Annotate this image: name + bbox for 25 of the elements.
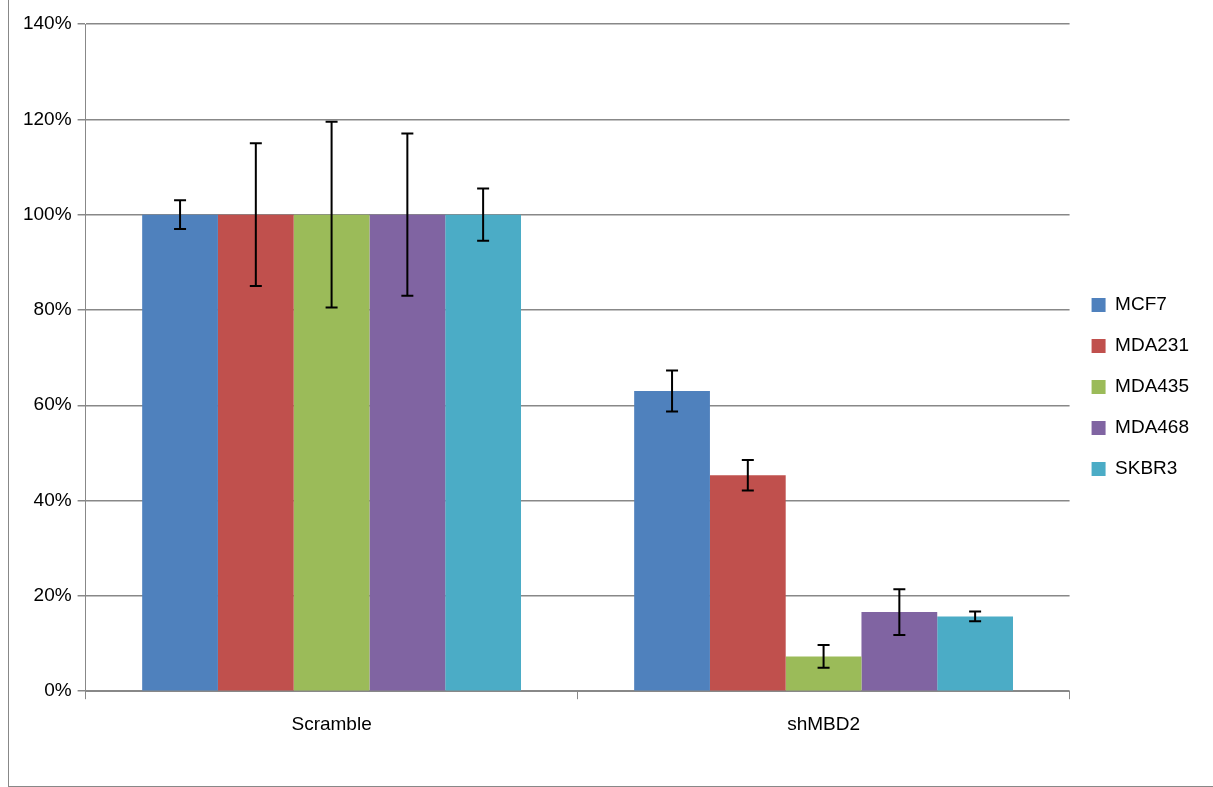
bar xyxy=(785,656,862,691)
bar xyxy=(142,214,218,691)
bar xyxy=(293,214,370,691)
y-tick-label: 100% xyxy=(22,202,72,224)
y-tick-label: 20% xyxy=(33,584,72,606)
y-tick-label: 80% xyxy=(33,298,72,320)
legend-label: MCF7 xyxy=(1115,293,1167,315)
y-tick-label: 140% xyxy=(22,12,72,34)
legend-label: SKBR3 xyxy=(1115,457,1178,479)
x-tick-label: Scramble xyxy=(291,712,372,734)
legend-label: MDA231 xyxy=(1115,334,1189,356)
legend-label: MDA435 xyxy=(1115,375,1189,397)
y-tick-label: 40% xyxy=(33,488,72,510)
bar xyxy=(217,214,294,691)
bar xyxy=(937,616,1013,691)
y-tick-label: 0% xyxy=(44,679,72,701)
bar xyxy=(445,214,522,691)
y-tick-label: 120% xyxy=(22,107,72,129)
bar xyxy=(634,390,710,691)
bar xyxy=(861,612,938,691)
x-tick-label: shMBD2 xyxy=(787,712,861,734)
y-tick-label: 60% xyxy=(33,393,72,415)
bar xyxy=(369,214,446,691)
bar xyxy=(709,475,786,691)
legend-label: MDA468 xyxy=(1115,416,1189,438)
